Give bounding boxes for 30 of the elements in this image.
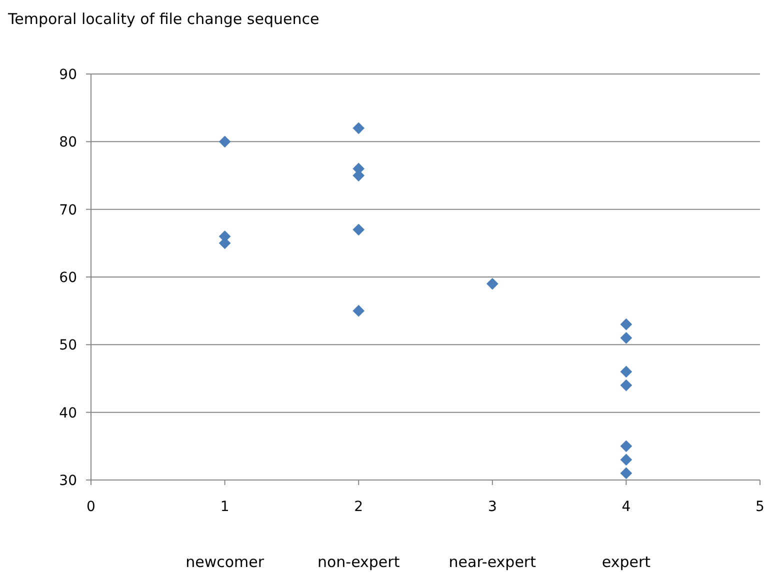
y-tick-label: 30 (59, 473, 77, 489)
x-tick-label: 5 (756, 499, 764, 515)
chart-title: Temporal locality of file change sequence (7, 10, 320, 28)
y-tick-label: 90 (59, 67, 77, 83)
point (620, 318, 632, 330)
point (620, 454, 632, 466)
point (352, 122, 365, 134)
x-tick-label: 2 (354, 499, 364, 515)
x-tick-label: 4 (622, 499, 631, 515)
point (620, 467, 632, 480)
text: expert (602, 553, 651, 571)
text: near-expert (448, 553, 536, 571)
text: non-expert (317, 553, 400, 571)
y-tick-label: 60 (59, 270, 77, 286)
point (620, 379, 632, 392)
y-tick-label: 80 (59, 134, 77, 151)
x-tick-label: 3 (488, 499, 497, 515)
text: newcomer (186, 553, 265, 571)
point (486, 278, 498, 290)
point (620, 366, 632, 378)
point (620, 440, 632, 452)
y-tick-label: 50 (59, 338, 77, 354)
x-tick-label: 0 (86, 499, 96, 515)
point (352, 304, 365, 317)
point (218, 136, 231, 148)
y-tick-label: 40 (59, 405, 77, 422)
point (620, 332, 632, 344)
x-tick-label: 1 (220, 499, 230, 515)
point (352, 224, 365, 236)
y-tick-label: 70 (59, 202, 77, 218)
